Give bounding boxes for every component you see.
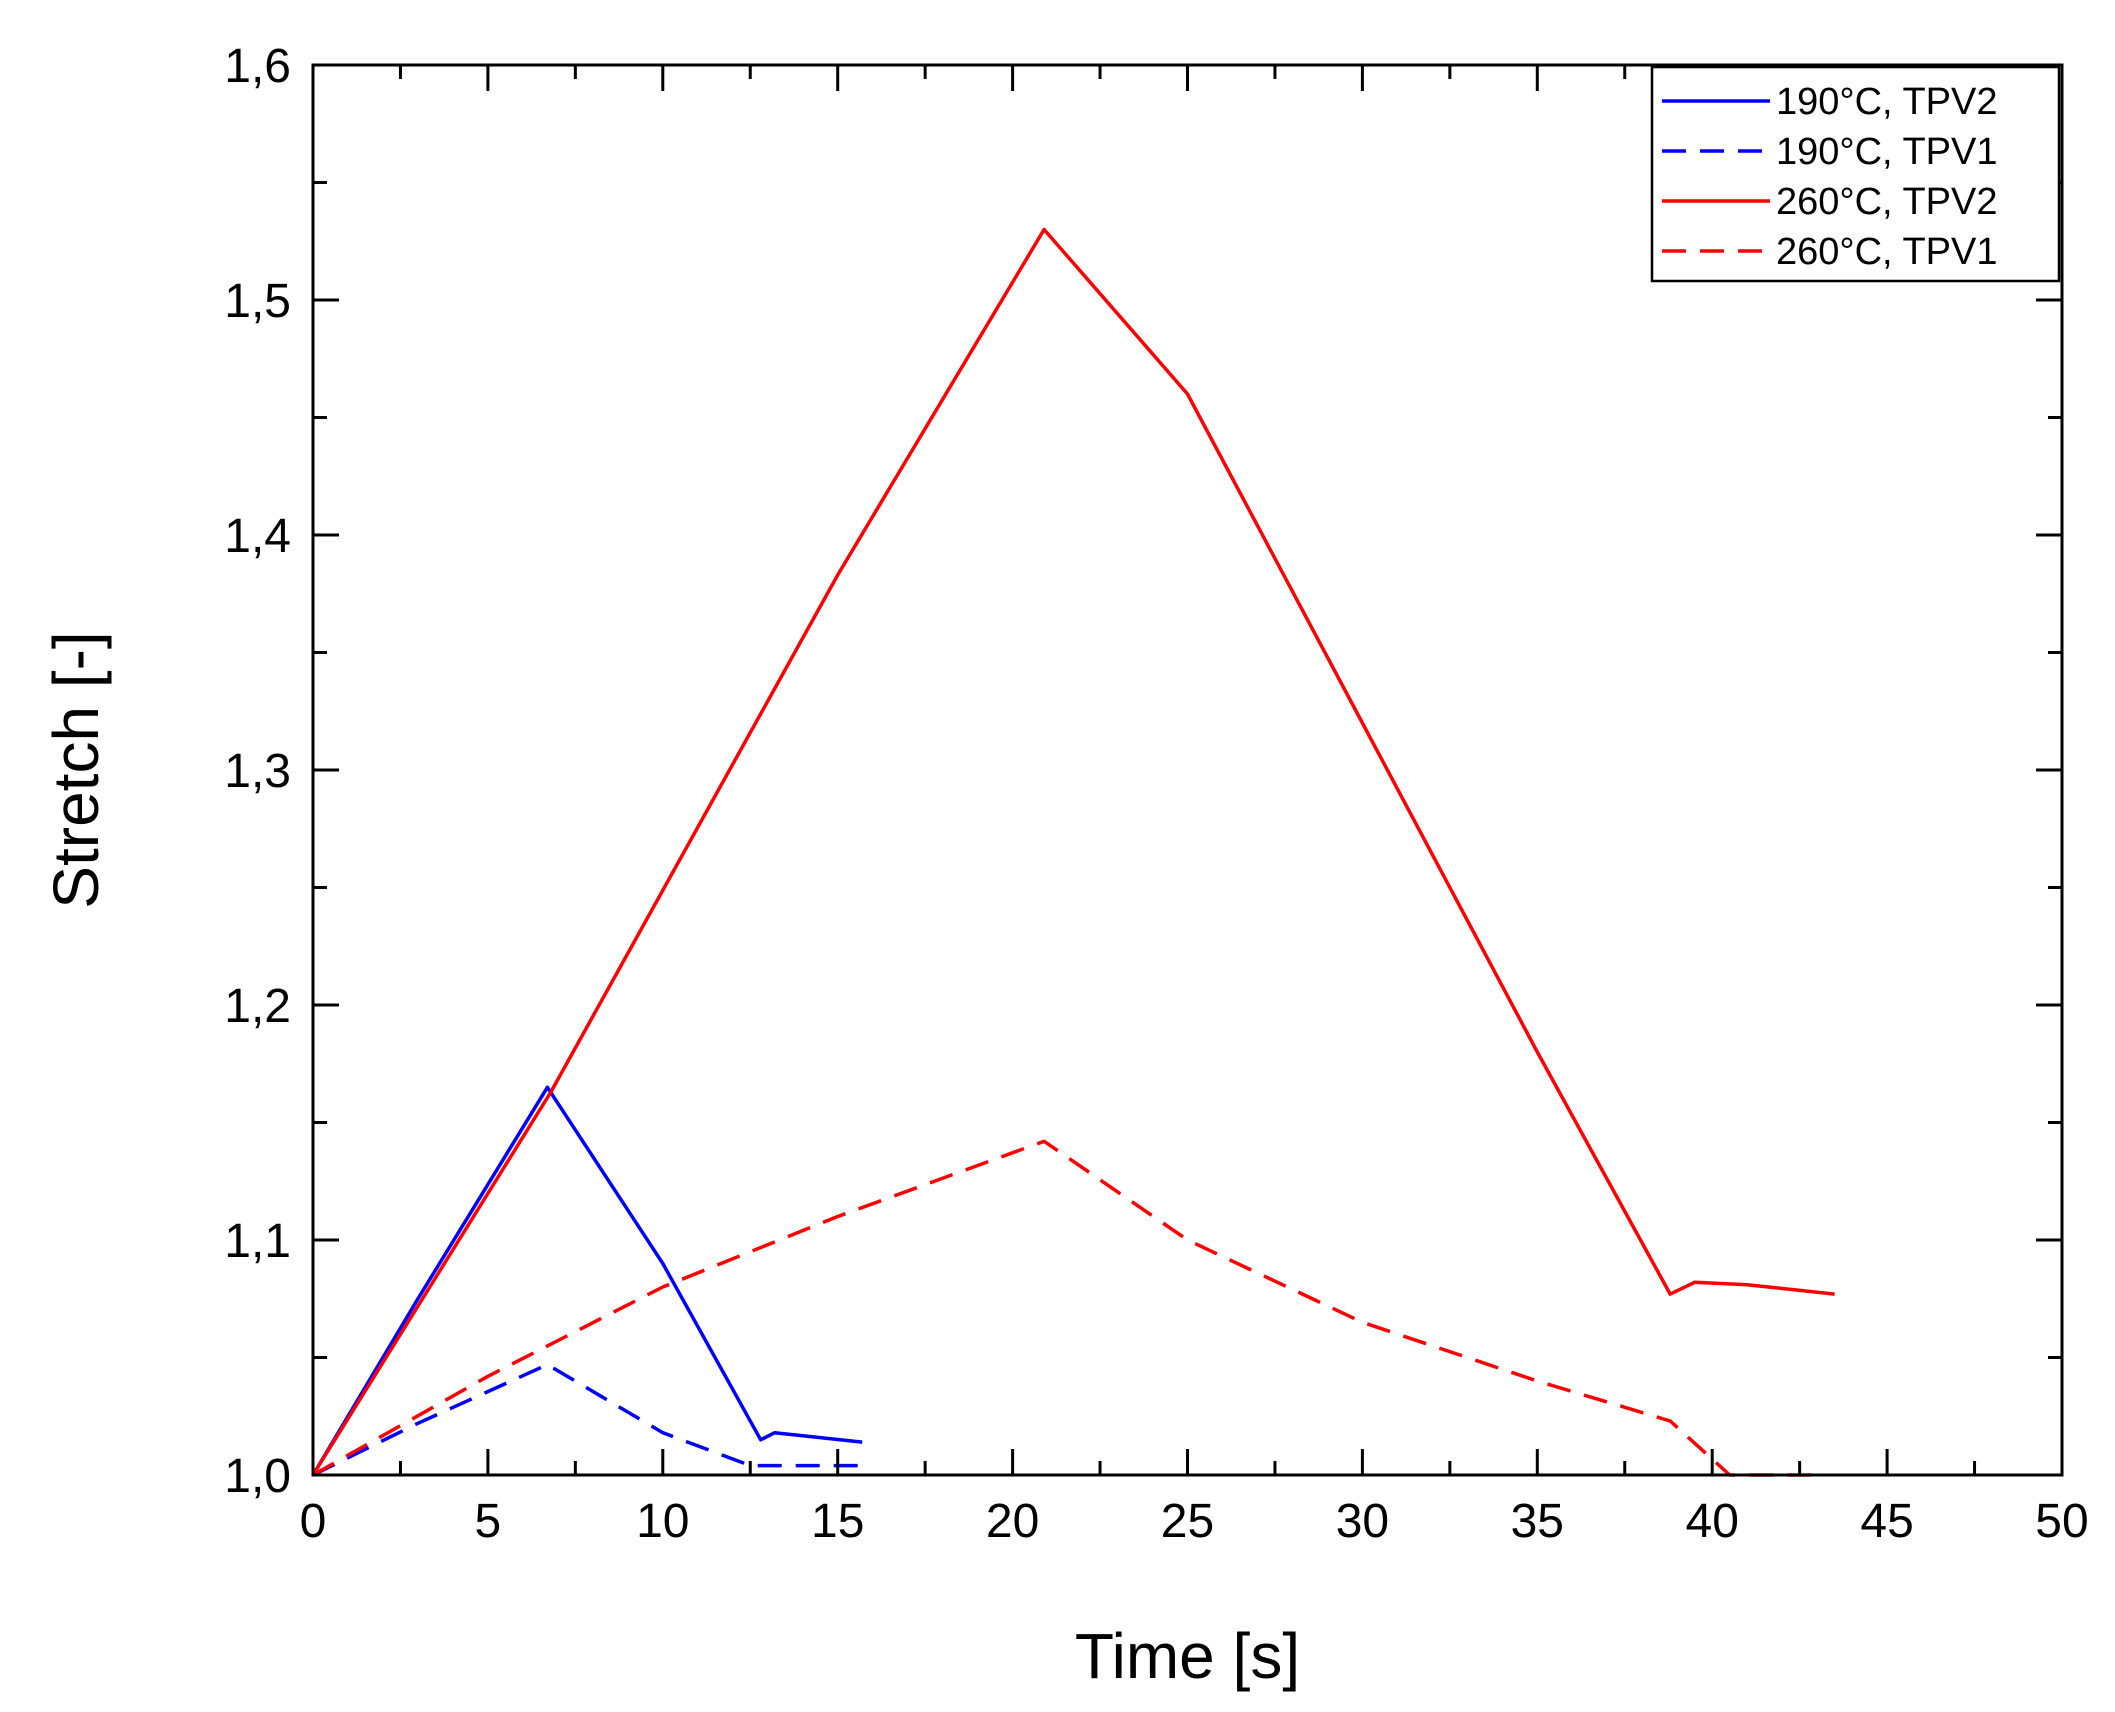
x-tick-label: 25 [1161, 1495, 1214, 1548]
x-tick-label: 45 [1860, 1495, 1913, 1548]
series-layer [311, 227, 1835, 1477]
y-tick-label: 1,4 [224, 510, 291, 563]
y-tick-label: 1,5 [224, 275, 291, 328]
x-tick-label: 5 [475, 1495, 502, 1548]
x-tick-label: 40 [1686, 1495, 1739, 1548]
legend: 190°C, TPV2 190°C, TPV1 260°C, TPV2 260°C, … [1650, 65, 2061, 283]
legend-label: 260°C, TPV2 [1776, 181, 1998, 223]
series-line-190-c-tpv2 [311, 1085, 863, 1476]
x-tick-label: 20 [986, 1495, 1039, 1548]
x-tick-label: 0 [300, 1495, 327, 1548]
y-tick-label: 1,6 [224, 40, 291, 93]
y-tick-label: 1,2 [224, 980, 291, 1033]
x-tick-label: 10 [636, 1495, 689, 1548]
y-tick-label: 1,1 [224, 1215, 291, 1268]
y-tick-label: 1,0 [224, 1450, 291, 1503]
legend-label: 190°C, TPV2 [1776, 81, 1998, 123]
legend-label: 260°C, TPV1 [1776, 231, 1998, 273]
axis-layer: 0 5 10 15 20 25 30 35 40 45 50 1,0 1,1 1,2 1,3 1,4 1,5 1,… [224, 40, 2088, 1548]
x-tick-label: 30 [1336, 1495, 1389, 1548]
series-line-260-c-tpv2 [311, 227, 1835, 1476]
x-tick-label: 15 [811, 1495, 864, 1548]
series-line-260-c-tpv1 [312, 1139, 1825, 1477]
x-axis-title: Time [s] [1075, 1620, 1300, 1692]
legend-label: 190°C, TPV1 [1776, 131, 1998, 173]
x-tick-label: 35 [1511, 1495, 1564, 1548]
series-line-190-c-tpv1 [312, 1362, 863, 1477]
plot-frame [311, 63, 2064, 1477]
x-tick-label: 50 [2035, 1495, 2088, 1548]
y-axis-title: Stretch [-] [40, 631, 112, 908]
y-tick-label: 1,3 [224, 745, 291, 798]
